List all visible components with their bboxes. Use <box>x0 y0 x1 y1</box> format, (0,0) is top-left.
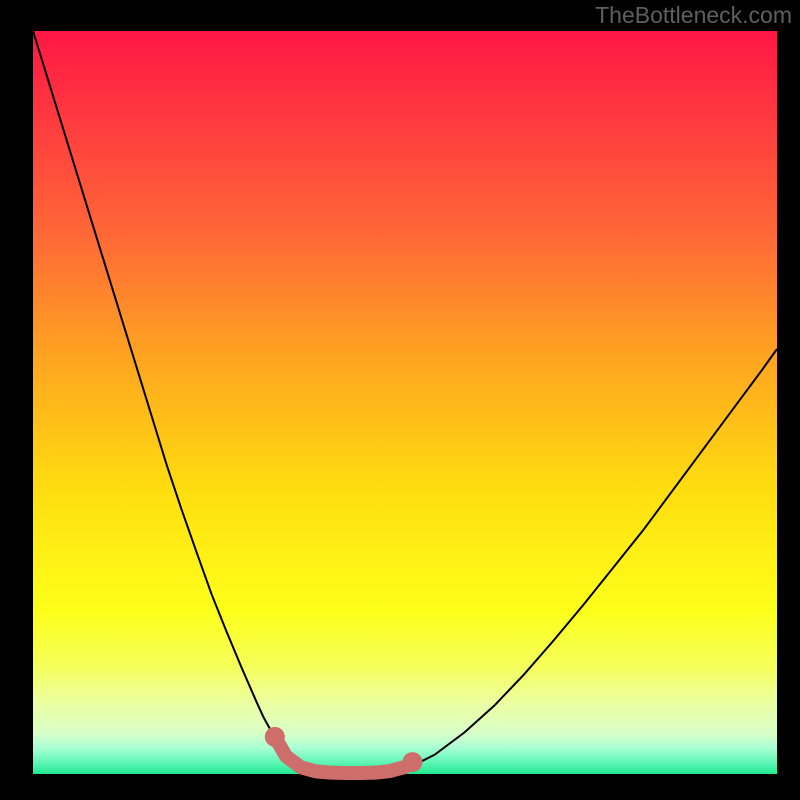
plot-background <box>33 31 777 774</box>
chart-svg <box>0 0 800 800</box>
optimal-end-marker <box>402 752 422 772</box>
optimal-start-marker <box>265 727 285 747</box>
chart-canvas: TheBottleneck.com <box>0 0 800 800</box>
watermark: TheBottleneck.com <box>595 2 792 29</box>
